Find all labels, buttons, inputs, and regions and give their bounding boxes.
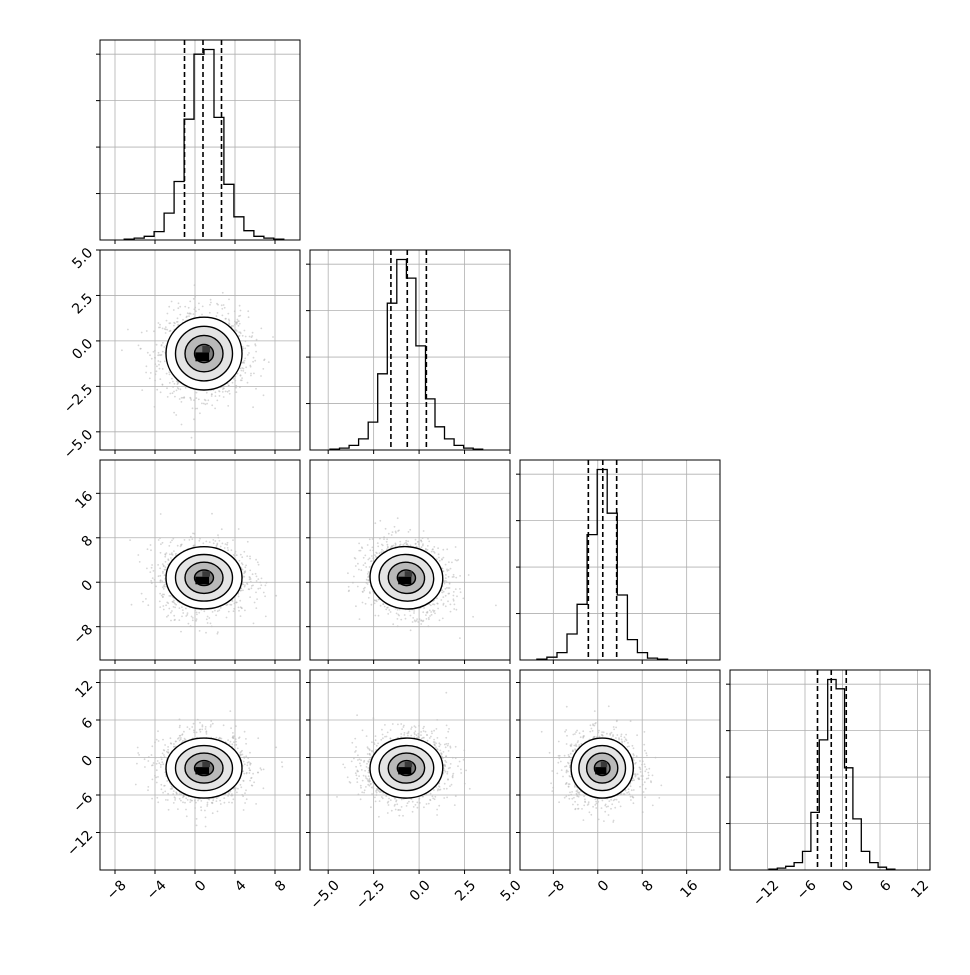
y-tick-label: 16 [72, 488, 96, 512]
x-tick-label: 16 [677, 877, 701, 901]
y-tick-label: 6 [79, 715, 97, 733]
y-tick-label: −12 [64, 827, 96, 859]
density-peak [595, 767, 606, 774]
histogram-var-1 [330, 260, 483, 451]
y-tick-label: −6 [70, 790, 96, 816]
y-tick-label: 0 [79, 577, 97, 595]
x-tick-label: −6 [794, 877, 820, 903]
density-panel-3-1 [336, 692, 471, 818]
x-tick-label: 0 [840, 877, 858, 895]
y-tick-label: −2.5 [61, 381, 96, 416]
x-tick-label: −2.5 [353, 877, 388, 912]
histogram-var-0 [124, 50, 284, 241]
histogram-panel-0 [100, 40, 300, 240]
density-panel-2-0 [129, 513, 277, 635]
x-tick-label: 2.5 [452, 877, 479, 904]
density-panel-1-0 [121, 284, 274, 438]
density-panel-3-2 [541, 705, 662, 823]
x-tick-label: 0 [595, 877, 613, 895]
x-tick-label: 8 [639, 877, 657, 895]
density-panel-3-0 [135, 710, 283, 827]
x-tick-label: −4 [144, 877, 170, 903]
y-tick-label: 8 [79, 533, 97, 551]
density-peak [398, 577, 411, 585]
y-tick-label: 0 [79, 752, 97, 770]
x-tick-label: −8 [542, 877, 568, 903]
x-tick-label: 8 [272, 877, 290, 895]
density-peak-upper [202, 571, 210, 576]
x-tick-label: −8 [104, 877, 130, 903]
density-peak [195, 767, 209, 774]
density-peak-upper [202, 762, 210, 767]
y-tick-label: −5.0 [61, 427, 96, 462]
x-tick-label: −5.0 [308, 877, 343, 912]
density-peak-upper [601, 762, 607, 767]
y-tick-label: 5.0 [69, 245, 96, 272]
density-panel-2-1 [347, 517, 497, 639]
density-peak-upper [405, 762, 412, 767]
density-peak-upper [405, 571, 412, 576]
histogram-panel-2 [520, 460, 720, 660]
x-tick-label: −12 [750, 877, 782, 909]
x-tick-label: 6 [877, 877, 895, 895]
x-tick-label: 0 [192, 877, 210, 895]
density-peak-upper [202, 346, 210, 352]
x-tick-label: 0.0 [407, 877, 434, 904]
x-tick-label: 4 [232, 877, 250, 895]
x-tick-label: 5.0 [498, 877, 525, 904]
density-peak [195, 352, 209, 361]
y-tick-label: 2.5 [69, 290, 96, 317]
histogram-panel-3 [730, 670, 930, 870]
y-tick-label: 12 [72, 677, 96, 701]
density-peak [195, 577, 209, 585]
histogram-panel-1 [310, 250, 510, 450]
x-tick-label: 12 [908, 877, 932, 901]
y-tick-label: −8 [70, 622, 96, 648]
y-tick-label: 0.0 [69, 336, 96, 363]
density-peak [398, 767, 411, 774]
